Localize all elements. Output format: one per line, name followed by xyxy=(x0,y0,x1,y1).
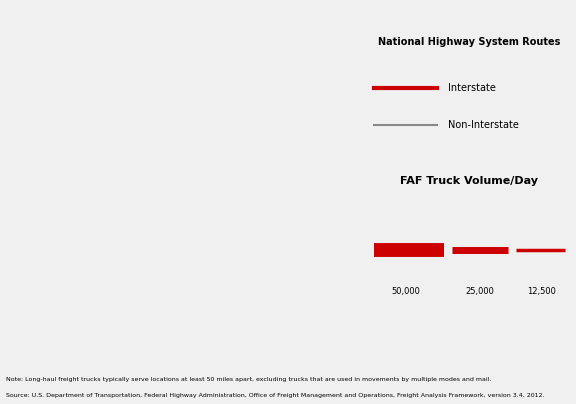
Text: FAF Truck Volume/Day: FAF Truck Volume/Day xyxy=(400,177,539,187)
Text: National Highway System Routes: National Highway System Routes xyxy=(378,37,560,47)
Text: Interstate: Interstate xyxy=(448,83,496,93)
Text: Source: U.S. Department of Transportation, Federal Highway Administration, Offic: Source: U.S. Department of Transportatio… xyxy=(6,393,544,398)
Text: Note: Long-haul freight trucks typically serve locations at least 50 miles apart: Note: Long-haul freight trucks typically… xyxy=(6,377,491,382)
Text: 12,500: 12,500 xyxy=(528,287,556,296)
Text: 50,000: 50,000 xyxy=(391,287,420,296)
Text: Non-Interstate: Non-Interstate xyxy=(448,120,519,130)
Text: 25,000: 25,000 xyxy=(465,287,495,296)
